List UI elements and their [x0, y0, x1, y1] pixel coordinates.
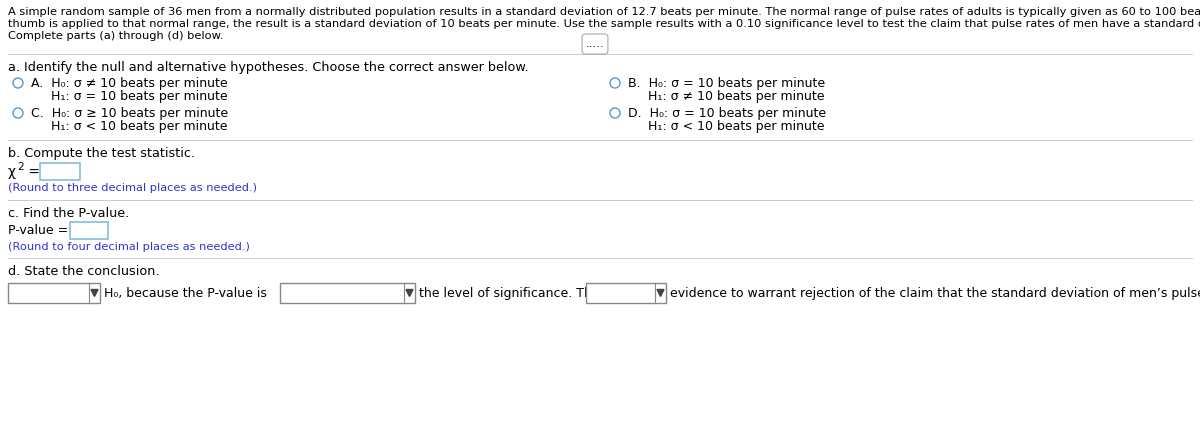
Text: D.  H₀: σ = 10 beats per minute: D. H₀: σ = 10 beats per minute — [628, 107, 826, 120]
Text: A.  H₀: σ ≠ 10 beats per minute: A. H₀: σ ≠ 10 beats per minute — [31, 77, 228, 90]
Bar — [8, 283, 100, 303]
Bar — [280, 283, 415, 303]
Text: C.  H₀: σ ≥ 10 beats per minute: C. H₀: σ ≥ 10 beats per minute — [31, 107, 228, 120]
Polygon shape — [91, 290, 98, 296]
Text: .....: ..... — [586, 37, 605, 51]
Text: 2: 2 — [17, 162, 24, 172]
Text: Complete parts (a) through (d) below.: Complete parts (a) through (d) below. — [8, 31, 223, 41]
Text: H₀, because the P-value is: H₀, because the P-value is — [104, 287, 266, 300]
Bar — [70, 222, 108, 239]
Text: P-value =: P-value = — [8, 224, 68, 237]
Text: A simple random sample of 36 men from a normally distributed population results : A simple random sample of 36 men from a … — [8, 7, 1200, 17]
Text: H₁: σ < 10 beats per minute: H₁: σ < 10 beats per minute — [50, 120, 228, 133]
Text: H₁: σ ≠ 10 beats per minute: H₁: σ ≠ 10 beats per minute — [648, 90, 824, 103]
Text: thumb is applied to that normal range, the result is a standard deviation of 10 : thumb is applied to that normal range, t… — [8, 19, 1200, 29]
Polygon shape — [406, 290, 413, 296]
Text: (Round to three decimal places as needed.): (Round to three decimal places as needed… — [8, 183, 257, 193]
Text: d. State the conclusion.: d. State the conclusion. — [8, 265, 160, 278]
Text: =: = — [24, 165, 40, 179]
Text: χ: χ — [8, 165, 16, 179]
Text: c. Find the P-value.: c. Find the P-value. — [8, 207, 130, 220]
Text: the level of significance. There is: the level of significance. There is — [419, 287, 626, 300]
Bar — [586, 283, 666, 303]
Polygon shape — [658, 290, 664, 296]
Text: evidence to warrant rejection of the claim that the standard deviation of men’s : evidence to warrant rejection of the cla… — [670, 287, 1200, 300]
Text: b. Compute the test statistic.: b. Compute the test statistic. — [8, 147, 194, 160]
Text: H₁: σ = 10 beats per minute: H₁: σ = 10 beats per minute — [50, 90, 228, 103]
Text: a. Identify the null and alternative hypotheses. Choose the correct answer below: a. Identify the null and alternative hyp… — [8, 61, 529, 74]
Text: H₁: σ < 10 beats per minute: H₁: σ < 10 beats per minute — [648, 120, 824, 133]
Text: (Round to four decimal places as needed.): (Round to four decimal places as needed.… — [8, 242, 250, 252]
Text: B.  H₀: σ = 10 beats per minute: B. H₀: σ = 10 beats per minute — [628, 77, 826, 90]
Bar — [40, 163, 80, 180]
